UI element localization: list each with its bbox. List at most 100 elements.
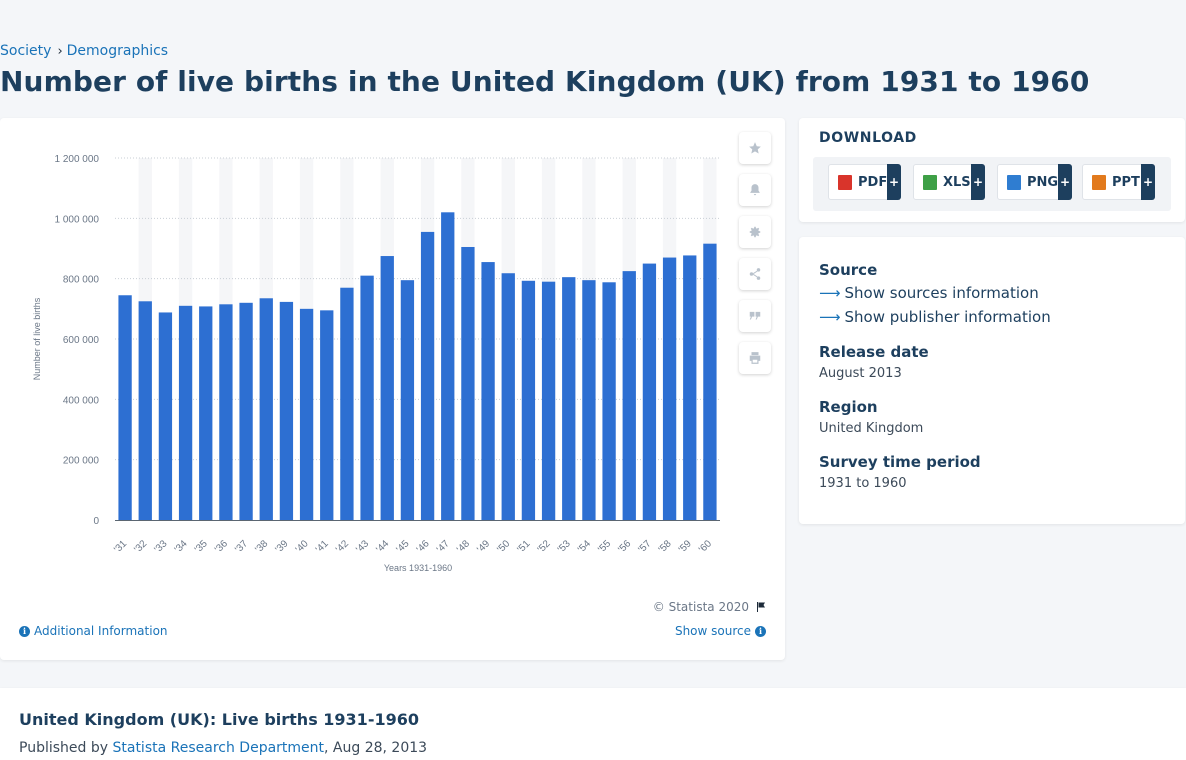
bar xyxy=(481,262,495,520)
bar xyxy=(340,287,354,520)
x-tick-label: '49 xyxy=(475,538,492,555)
bar xyxy=(622,271,636,520)
x-tick-label: '53 xyxy=(556,538,573,555)
bar xyxy=(279,301,294,520)
bar xyxy=(461,246,475,520)
download-png-button[interactable]: PNG + xyxy=(997,164,1072,200)
x-tick-label: '59 xyxy=(677,538,694,555)
x-tick-label: '60 xyxy=(697,538,714,555)
x-tick-label: '57 xyxy=(637,538,654,555)
download-pdf-button[interactable]: PDF + xyxy=(828,164,901,200)
arrow-right-icon: ⟶ xyxy=(819,284,841,302)
download-card: DOWNLOAD PDF + XLS + PNG + PPT + xyxy=(799,118,1185,222)
show-source-link[interactable]: Show source i xyxy=(675,624,766,638)
top-bar xyxy=(0,0,1186,36)
info-icon: i xyxy=(19,625,30,637)
show-publisher-link[interactable]: ⟶ Show publisher information xyxy=(819,308,1051,326)
published-prefix: Published by xyxy=(19,740,109,756)
x-tick-label: '37 xyxy=(233,538,250,555)
download-title: DOWNLOAD xyxy=(819,130,917,146)
x-tick-label: '41 xyxy=(314,538,331,555)
bell-icon xyxy=(750,184,760,196)
publisher-link[interactable]: Statista Research Department xyxy=(112,740,325,756)
print-button[interactable] xyxy=(739,342,771,374)
x-tick-label: '46 xyxy=(415,538,432,555)
download-strip: PDF + XLS + PNG + PPT + xyxy=(813,157,1171,211)
x-tick-label: '48 xyxy=(455,538,472,555)
x-tick-label: '35 xyxy=(193,538,210,555)
x-tick-label: '39 xyxy=(274,538,291,555)
plus-icon: + xyxy=(1141,164,1155,200)
info-icon: i xyxy=(755,625,766,637)
bar xyxy=(521,280,536,520)
bar xyxy=(420,231,435,520)
plus-icon: + xyxy=(1058,164,1072,200)
cite-button[interactable] xyxy=(739,300,771,332)
bar xyxy=(178,305,193,520)
bar xyxy=(441,212,455,521)
region-label: Region xyxy=(819,398,878,416)
show-sources-label: Show sources information xyxy=(844,284,1039,302)
notification-button[interactable] xyxy=(739,174,771,206)
y-tick-label: 0 xyxy=(93,516,99,527)
flag-icon[interactable] xyxy=(755,601,767,613)
download-png-label: PNG xyxy=(1027,174,1059,190)
show-sources-link[interactable]: ⟶ Show sources information xyxy=(819,284,1039,302)
settings-button[interactable] xyxy=(739,216,771,248)
bar xyxy=(501,273,515,520)
ppt-file-icon xyxy=(1092,174,1106,190)
bar xyxy=(642,263,657,520)
x-tick-label: '45 xyxy=(395,538,412,555)
y-tick-label: 600 000 xyxy=(63,335,100,346)
y-axis-title: Number of live births xyxy=(32,297,42,380)
x-tick-label: '51 xyxy=(516,538,533,555)
gear-icon xyxy=(749,226,761,238)
x-tick-label: '54 xyxy=(576,538,593,555)
breadcrumb-society[interactable]: Society xyxy=(0,43,52,59)
arrow-right-icon: ⟶ xyxy=(819,308,841,326)
x-tick-label: '47 xyxy=(435,538,452,555)
bar xyxy=(239,302,253,520)
png-file-icon xyxy=(1007,174,1021,190)
download-xls-button[interactable]: XLS + xyxy=(913,164,985,200)
additional-information-label: Additional Information xyxy=(34,624,168,638)
favorite-button[interactable] xyxy=(739,132,771,164)
breadcrumb-demographics[interactable]: Demographics xyxy=(66,43,169,59)
bar xyxy=(602,282,616,520)
share-button[interactable] xyxy=(739,258,771,290)
release-date-value: August 2013 xyxy=(819,366,902,381)
bar xyxy=(199,306,213,520)
download-ppt-button[interactable]: PPT + xyxy=(1082,164,1155,200)
share-icon xyxy=(749,268,761,280)
breadcrumb-separator: › xyxy=(57,44,63,59)
x-tick-label: '42 xyxy=(334,538,351,555)
bar xyxy=(400,280,415,520)
bar xyxy=(380,256,394,520)
published-by: Published by Statista Research Departmen… xyxy=(19,740,427,756)
plus-icon: + xyxy=(887,164,901,200)
bar xyxy=(662,257,677,520)
breadcrumb: Society › Demographics xyxy=(0,43,168,59)
x-tick-label: '50 xyxy=(495,538,512,555)
source-label: Source xyxy=(819,261,878,279)
show-publisher-label: Show publisher information xyxy=(844,308,1051,326)
download-xls-label: XLS xyxy=(943,174,971,190)
download-pdf-label: PDF xyxy=(858,174,888,190)
statistic-title: United Kingdom (UK): Live births 1931-19… xyxy=(19,710,419,729)
published-date: , Aug 28, 2013 xyxy=(324,740,428,756)
quote-icon xyxy=(749,311,761,320)
bar xyxy=(541,281,556,520)
bar xyxy=(259,298,273,520)
region-value: United Kingdom xyxy=(819,421,924,436)
additional-information-link[interactable]: i Additional Information xyxy=(19,624,168,638)
y-tick-label: 800 000 xyxy=(63,275,100,286)
y-tick-label: 1 000 000 xyxy=(55,214,100,225)
bar xyxy=(582,280,596,520)
release-date-label: Release date xyxy=(819,343,929,361)
xls-file-icon xyxy=(923,174,937,190)
bar xyxy=(138,301,152,520)
x-tick-label: '55 xyxy=(596,538,613,555)
x-tick-label: '36 xyxy=(213,538,230,555)
y-tick-label: 400 000 xyxy=(63,395,100,406)
x-tick-label: '58 xyxy=(657,538,674,555)
